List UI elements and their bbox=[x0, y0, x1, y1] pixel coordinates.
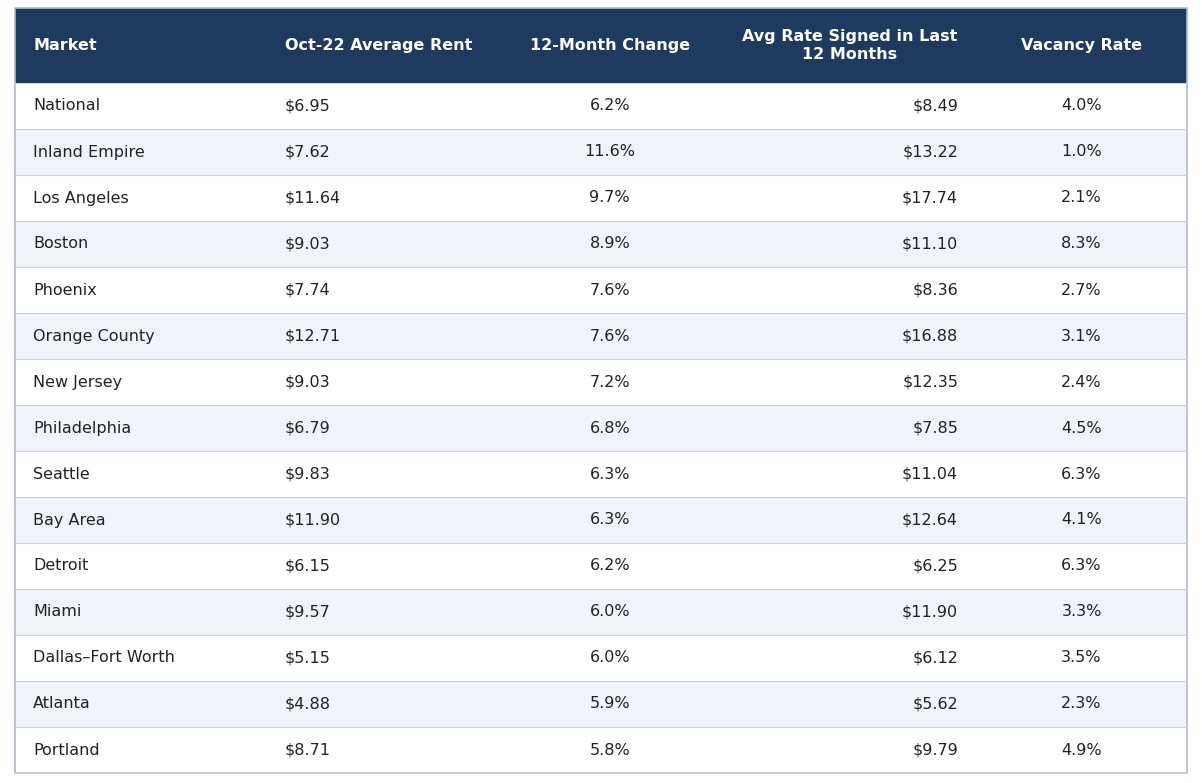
Text: Los Angeles: Los Angeles bbox=[32, 190, 129, 205]
Text: 6.2%: 6.2% bbox=[589, 558, 630, 573]
Text: $8.49: $8.49 bbox=[912, 99, 958, 114]
Text: $11.10: $11.10 bbox=[902, 236, 958, 251]
Text: 7.6%: 7.6% bbox=[589, 283, 630, 298]
Text: $17.74: $17.74 bbox=[902, 190, 958, 205]
Text: Phoenix: Phoenix bbox=[32, 283, 97, 298]
Text: Boston: Boston bbox=[32, 236, 88, 251]
Text: 5.8%: 5.8% bbox=[589, 742, 630, 757]
Text: 8.9%: 8.9% bbox=[589, 236, 630, 251]
Bar bbox=[14, 589, 1188, 635]
Text: 7.2%: 7.2% bbox=[589, 374, 630, 389]
Text: 4.0%: 4.0% bbox=[1061, 99, 1102, 114]
Text: Market: Market bbox=[32, 38, 96, 53]
Text: Orange County: Orange County bbox=[32, 329, 155, 344]
Bar bbox=[14, 727, 1188, 773]
Text: Dallas–Fort Worth: Dallas–Fort Worth bbox=[32, 651, 175, 666]
Bar bbox=[14, 405, 1188, 451]
Text: 2.7%: 2.7% bbox=[1061, 283, 1102, 298]
Text: $9.03: $9.03 bbox=[285, 236, 331, 251]
Text: New Jersey: New Jersey bbox=[32, 374, 123, 389]
Text: 11.6%: 11.6% bbox=[584, 145, 636, 160]
Text: Miami: Miami bbox=[32, 604, 82, 619]
Text: $11.64: $11.64 bbox=[285, 190, 341, 205]
Text: $11.04: $11.04 bbox=[902, 467, 958, 482]
Text: $9.79: $9.79 bbox=[912, 742, 958, 757]
Text: 12-Month Change: 12-Month Change bbox=[530, 38, 690, 53]
Text: 9.7%: 9.7% bbox=[589, 190, 630, 205]
Text: $7.85: $7.85 bbox=[912, 420, 958, 435]
Bar bbox=[14, 221, 1188, 267]
Bar bbox=[14, 359, 1188, 405]
Bar bbox=[14, 635, 1188, 681]
Bar bbox=[14, 497, 1188, 543]
Text: Oct-22 Average Rent: Oct-22 Average Rent bbox=[285, 38, 472, 53]
Text: 2.4%: 2.4% bbox=[1061, 374, 1102, 389]
Text: $12.35: $12.35 bbox=[903, 374, 958, 389]
Text: Atlanta: Atlanta bbox=[32, 697, 91, 712]
Text: $6.25: $6.25 bbox=[912, 558, 958, 573]
Text: $12.71: $12.71 bbox=[285, 329, 341, 344]
Text: $9.83: $9.83 bbox=[285, 467, 331, 482]
Text: $5.62: $5.62 bbox=[912, 697, 958, 712]
Text: $6.15: $6.15 bbox=[285, 558, 331, 573]
Text: 6.3%: 6.3% bbox=[1061, 467, 1102, 482]
Text: $8.36: $8.36 bbox=[912, 283, 958, 298]
Text: Seattle: Seattle bbox=[32, 467, 90, 482]
Text: 4.5%: 4.5% bbox=[1061, 420, 1102, 435]
Text: $16.88: $16.88 bbox=[902, 329, 958, 344]
Text: Detroit: Detroit bbox=[32, 558, 89, 573]
Text: 6.3%: 6.3% bbox=[1061, 558, 1102, 573]
Bar bbox=[14, 8, 1188, 83]
Text: 5.9%: 5.9% bbox=[589, 697, 630, 712]
Text: 4.9%: 4.9% bbox=[1061, 742, 1102, 757]
Text: $8.71: $8.71 bbox=[285, 742, 331, 757]
Text: $11.90: $11.90 bbox=[285, 513, 341, 528]
Text: 2.3%: 2.3% bbox=[1061, 697, 1102, 712]
Text: 4.1%: 4.1% bbox=[1061, 513, 1102, 528]
Text: Bay Area: Bay Area bbox=[32, 513, 106, 528]
Text: $9.57: $9.57 bbox=[285, 604, 331, 619]
Text: $4.88: $4.88 bbox=[285, 697, 331, 712]
Text: National: National bbox=[32, 99, 100, 114]
Text: Portland: Portland bbox=[32, 742, 100, 757]
Text: 6.8%: 6.8% bbox=[589, 420, 630, 435]
Text: 6.3%: 6.3% bbox=[589, 467, 630, 482]
Text: $7.62: $7.62 bbox=[285, 145, 331, 160]
Text: 6.2%: 6.2% bbox=[589, 99, 630, 114]
Text: 2.1%: 2.1% bbox=[1061, 190, 1102, 205]
Text: 6.0%: 6.0% bbox=[589, 651, 630, 666]
Text: $6.95: $6.95 bbox=[285, 99, 331, 114]
Text: 3.1%: 3.1% bbox=[1061, 329, 1102, 344]
Bar bbox=[14, 681, 1188, 727]
Text: $12.64: $12.64 bbox=[902, 513, 958, 528]
Bar bbox=[14, 175, 1188, 221]
Text: $9.03: $9.03 bbox=[285, 374, 331, 389]
Text: 3.5%: 3.5% bbox=[1061, 651, 1102, 666]
Text: 6.0%: 6.0% bbox=[589, 604, 630, 619]
Text: $13.22: $13.22 bbox=[903, 145, 958, 160]
Text: Avg Rate Signed in Last
12 Months: Avg Rate Signed in Last 12 Months bbox=[743, 29, 958, 63]
Bar bbox=[14, 451, 1188, 497]
Text: Inland Empire: Inland Empire bbox=[32, 145, 144, 160]
Text: Philadelphia: Philadelphia bbox=[32, 420, 131, 435]
Text: 8.3%: 8.3% bbox=[1061, 236, 1102, 251]
Text: $6.79: $6.79 bbox=[285, 420, 331, 435]
Text: $5.15: $5.15 bbox=[285, 651, 331, 666]
Text: 3.3%: 3.3% bbox=[1061, 604, 1102, 619]
Bar bbox=[14, 543, 1188, 589]
Text: 7.6%: 7.6% bbox=[589, 329, 630, 344]
Bar bbox=[14, 313, 1188, 359]
Text: 6.3%: 6.3% bbox=[589, 513, 630, 528]
Text: $11.90: $11.90 bbox=[902, 604, 958, 619]
Bar bbox=[14, 267, 1188, 313]
Text: Vacancy Rate: Vacancy Rate bbox=[1020, 38, 1142, 53]
Bar bbox=[14, 129, 1188, 175]
Bar bbox=[14, 83, 1188, 129]
Text: 1.0%: 1.0% bbox=[1061, 145, 1102, 160]
Text: $6.12: $6.12 bbox=[912, 651, 958, 666]
Text: $7.74: $7.74 bbox=[285, 283, 331, 298]
